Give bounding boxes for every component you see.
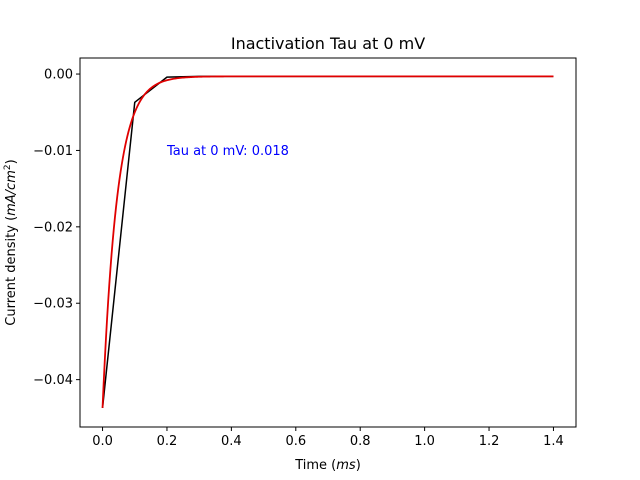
x-tick-label: 0.2: [157, 434, 178, 449]
x-tick-label: 1.2: [479, 434, 500, 449]
x-tick-label: 0.0: [92, 434, 113, 449]
tau-annotation: Tau at 0 mV: 0.018: [166, 144, 289, 159]
y-axis-label-close: ): [4, 159, 19, 164]
y-axis-label-text: Current density (: [4, 216, 19, 326]
y-axis-label-exponent: 2: [3, 164, 13, 170]
axes-frame: [79, 57, 577, 428]
x-axis-ticks: 0.0 0.2 0.4 0.6 0.8 1.0 1.2 1.4: [92, 427, 564, 449]
y-tick-label: −0.01: [33, 144, 73, 159]
y-tick-label: 0.00: [44, 68, 73, 83]
y-axis-label-unit: mA/cm: [4, 170, 19, 216]
x-axis-label: Time (ms): [294, 458, 361, 473]
y-tick-label: −0.04: [33, 373, 73, 388]
x-axis-label-unit: ms: [336, 458, 356, 473]
x-tick-label: 0.6: [285, 434, 306, 449]
x-axis-label-close: ): [356, 458, 361, 473]
y-tick-label: −0.02: [33, 220, 73, 235]
y-axis-ticks: 0.00 −0.01 −0.02 −0.03 −0.04: [33, 68, 80, 388]
x-tick-label: 0.4: [221, 434, 242, 449]
x-tick-label: 0.8: [350, 434, 371, 449]
series-line-fit: [101, 75, 554, 408]
x-tick-label: 1.0: [414, 434, 435, 449]
chart-title: Inactivation Tau at 0 mV: [231, 34, 425, 53]
y-tick-label: −0.03: [33, 297, 73, 312]
y-axis-label: Current density (mA/cm2): [3, 159, 19, 325]
x-tick-label: 1.4: [543, 434, 564, 449]
plot-area: [101, 75, 554, 408]
x-axis-label-text: Time (: [294, 458, 336, 473]
